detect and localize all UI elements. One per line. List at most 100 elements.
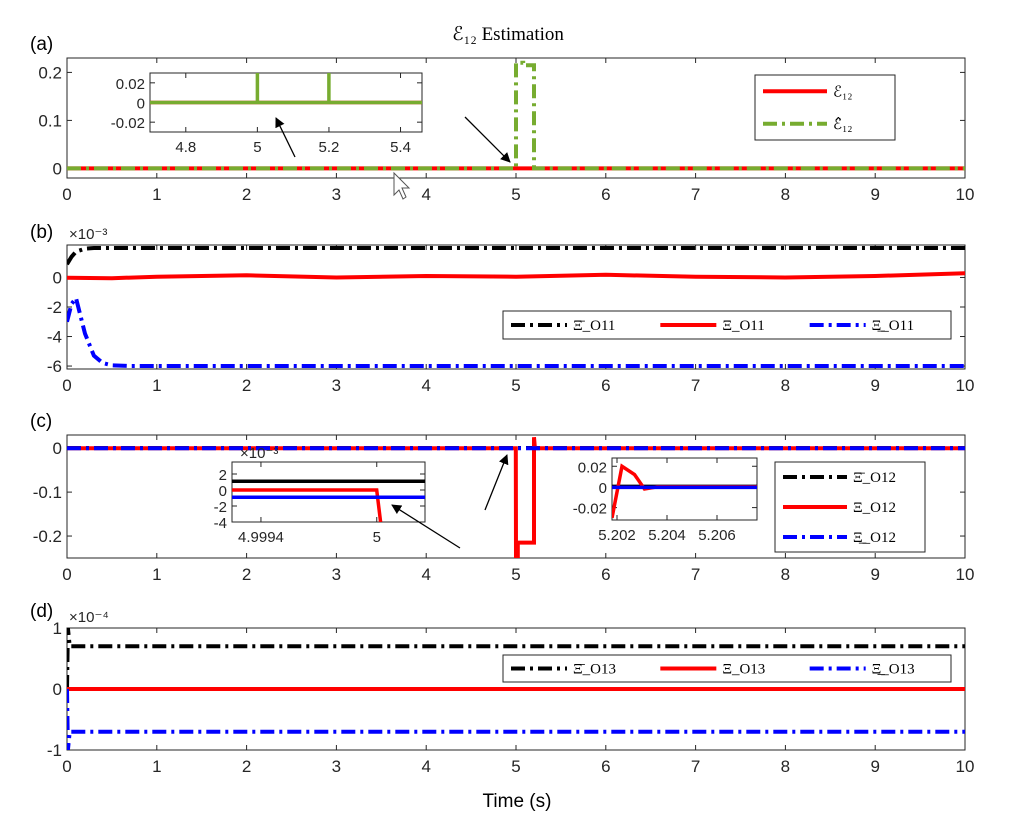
panel-c-inset-y-tick-label: -4: [214, 515, 227, 532]
panel-a-inset: 4.8 5 5.2 5.4 0.02 0 -0.02: [111, 72, 423, 156]
panel-b-x-tick-label: 3: [332, 376, 341, 395]
panel-c-inset-x-tick-label: 4.9994: [238, 529, 284, 546]
panel-d-x-tick-label: 2: [242, 757, 251, 776]
panel-a-inset-line: [150, 73, 422, 105]
panel-c-inset-arrow: [391, 504, 461, 549]
panel-a-x-tick-label: 5: [511, 185, 520, 204]
panel-c-inset-y-tick-label: -0.02: [573, 501, 607, 518]
x-axis-label: Time (s): [483, 791, 552, 812]
panel-c-x-tick-label: 6: [601, 565, 610, 584]
panel-c-inset: 5.202 5.204 5.206 0.02 0 -0.02: [573, 457, 758, 544]
panel-b-exponent: ×10⁻³: [69, 226, 107, 243]
panel-d-x-tick-label: 3: [332, 757, 341, 776]
panel-b-x-tick-label: 4: [421, 376, 430, 395]
panel-c-inset-axes-box: [231, 461, 426, 523]
panel-a-label: (a): [30, 34, 53, 55]
panel-c-x-tick-label: 0: [62, 565, 71, 584]
panel-d-legend-box: [502, 654, 952, 683]
panel-d-series-line: [67, 688, 965, 750]
panel-d-legend-label: Ξ_O13: [722, 662, 765, 678]
panel-c-inset-x-tick-label: 5: [373, 529, 381, 546]
panel-a-inset-x-tick-label: 5.2: [319, 139, 340, 156]
panel-c-inset-line: [232, 488, 383, 522]
panel-d-x-tick-label: 5: [511, 757, 520, 776]
panel-d-legend-label: Ξ̄_O13: [573, 662, 616, 678]
panel-b-axes-box: [66, 244, 966, 370]
panel-b-y-tick-label: -4: [47, 328, 62, 347]
panel-c-x-tick-label: 8: [781, 565, 790, 584]
panel-b-series-line: [67, 271, 965, 281]
panel-c-series-line: [67, 437, 965, 558]
panel-b-x-tick-label: 6: [601, 376, 610, 395]
panel-b-legend-label: Ξ̲_O11: [872, 318, 914, 334]
panel-a-x-tick-label: 6: [601, 185, 610, 204]
panel-a-legend-box: [754, 74, 896, 141]
panel-c-main-arrow: [484, 454, 509, 511]
panel-c-inset-x-tick-label: 5.204: [648, 527, 686, 544]
panel-d-exponent: ×10⁻⁴: [69, 609, 109, 626]
panel-c-inset-y-tick-label: 2: [219, 467, 227, 484]
panel-b-label: (b): [30, 222, 53, 243]
panel-c-inset-y-tick-label: 0: [599, 480, 607, 497]
panel-a-inset-arrow: [275, 117, 296, 158]
panel-c-inset-y-tick-label: 0: [219, 483, 227, 500]
panel-c-x-tick-label: 3: [332, 565, 341, 584]
panel-c-inset-exponent: ×10⁻³: [240, 445, 278, 462]
panel-b-x-tick-label: 1: [152, 376, 161, 395]
panel-b-y-tick-label: 0: [53, 268, 62, 287]
panel-a-x-tick-label: 8: [781, 185, 790, 204]
panel-b-x-tick-label: 8: [781, 376, 790, 395]
panel-a-x-tick-label: 1: [152, 185, 161, 204]
panel-a-main-arrow: [464, 116, 511, 163]
panel-a-inset-y-tick-label: 0: [137, 96, 145, 113]
panel-b-x-tick-label: 10: [956, 376, 975, 395]
panel-d-x-tick-label: 6: [601, 757, 610, 776]
panel-d-label: (d): [30, 601, 53, 622]
panel-b-y-tick-label: -2: [47, 298, 62, 317]
panel-c-legend-label: Ξ̲_O12: [853, 530, 896, 546]
panel-a-x-tick-label: 0: [62, 185, 71, 204]
panel-b-series-line: [67, 246, 965, 266]
panel-d-y-tick-label: 1: [53, 619, 62, 638]
panel-b-x-tick-label: 9: [870, 376, 879, 395]
panel-d-y-tick-label: 0: [53, 680, 62, 699]
panel-a-inset-x-tick-label: 4.8: [175, 139, 196, 156]
panel-d-y-tick-label: -1: [47, 741, 62, 760]
panel-b: 0 1 2 3 4 5 6 7 8 9 10 0 -2 -4 -6 (b) ×10⁻³ Ξ̄_O11 Ξ_O11 Ξ̲…: [30, 222, 974, 395]
panel-b-legend-label: Ξ̄_O11: [573, 318, 615, 334]
panel-a-series-line: [67, 60, 965, 171]
panel-a-x-tick-label: 3: [332, 185, 341, 204]
panel-a-inset-x-tick-label: 5.4: [390, 139, 411, 156]
panel-a-x-tick-label: 10: [956, 185, 975, 204]
panel-a-legend-label: ℰ₁₂: [833, 84, 853, 100]
panel-d-legend-label: Ξ̲_O13: [872, 662, 915, 678]
panel-c-y-tick-label: -0.2: [33, 527, 62, 546]
panel-a-y-tick-label: 0.1: [38, 111, 62, 130]
panel-b-x-tick-label: 5: [511, 376, 520, 395]
panel-c-y-tick-label: -0.1: [33, 483, 62, 502]
panel-d-series-line: [67, 628, 965, 690]
panel-c-label: (c): [30, 411, 52, 432]
panel-c-legend-label: Ξ_O12: [853, 500, 896, 516]
panel-a-x-tick-label: 7: [691, 185, 700, 204]
panel-c-x-tick-label: 4: [421, 565, 430, 584]
panel-a-y-tick-label: 0: [53, 159, 62, 178]
panel-d-x-tick-label: 8: [781, 757, 790, 776]
panel-a-y-tick-label: 0.2: [38, 63, 62, 82]
panel-c-inset: 4.9994 5 20-2-4 ×10⁻³: [214, 445, 426, 546]
panel-c-inset-y-tick-label: -2: [214, 499, 227, 516]
panel-d-x-tick-label: 1: [152, 757, 161, 776]
panel-c-legend-label: Ξ̄_O12: [853, 470, 896, 486]
panel-a-legend-label: ℰ̂₁₂: [833, 117, 853, 133]
panel-c-inset-x-tick-label: 5.202: [598, 527, 636, 544]
panel-b-x-tick-label: 0: [62, 376, 71, 395]
panel-a-x-tick-label: 9: [870, 185, 879, 204]
panel-c-x-tick-label: 1: [152, 565, 161, 584]
panel-a-x-tick-label: 4: [421, 185, 430, 204]
panel-b-x-tick-label: 7: [691, 376, 700, 395]
panel-d-x-tick-label: 9: [870, 757, 879, 776]
panel-c-y-tick-label: 0: [53, 439, 62, 458]
panel-d-x-tick-label: 10: [956, 757, 975, 776]
